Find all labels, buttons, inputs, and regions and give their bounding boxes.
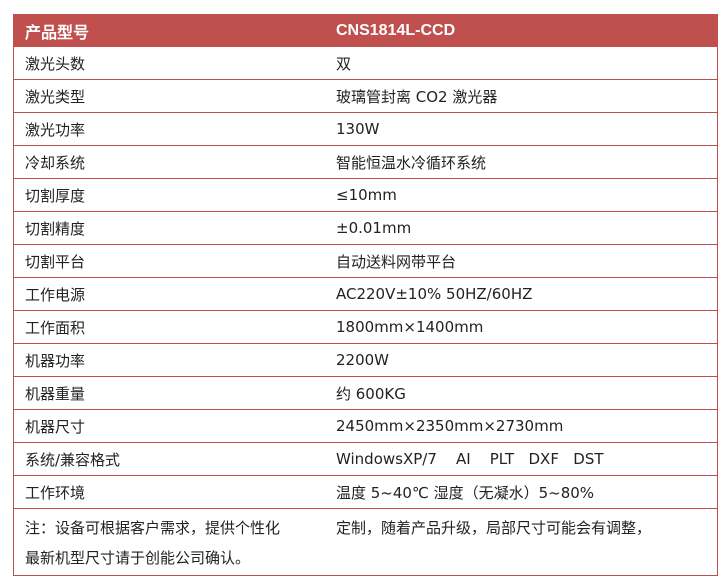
spec-value: 温度 5~40℃ 湿度（无凝水）5~80% bbox=[325, 475, 718, 509]
spec-label: 切割平台 bbox=[13, 244, 325, 278]
table-row: 激光类型 玻璃管封离 CO2 激光器 bbox=[13, 79, 718, 113]
table-row: 机器重量约 600KG bbox=[13, 376, 718, 410]
table-row: 切割厚度 ≤10mm bbox=[13, 178, 718, 212]
table-row: 机器功率 2200W bbox=[13, 343, 718, 377]
note-cell: 注：设备可根据客户需求，提供个性化 定制，随着产品升级，局部尺寸可能会有调整， 最… bbox=[14, 509, 718, 576]
table-row: 激光功率 130W bbox=[13, 112, 718, 146]
spec-label: 机器功率 bbox=[13, 343, 325, 377]
spec-value: 2450mm×2350mm×2730mm bbox=[325, 409, 718, 443]
spec-value: ±0.01mm bbox=[325, 211, 718, 245]
note-row: 注：设备可根据客户需求，提供个性化 定制，随着产品升级，局部尺寸可能会有调整， 最… bbox=[14, 509, 718, 576]
spec-label: 切割精度 bbox=[13, 211, 325, 245]
spec-value: AC220V±10% 50HZ/60HZ bbox=[325, 277, 718, 311]
spec-value: 1800mm×1400mm bbox=[325, 310, 718, 344]
spec-value: 自动送料网带平台 bbox=[325, 244, 718, 278]
spec-label: 机器重量 bbox=[13, 376, 325, 410]
spec-value: 玻璃管封离 CO2 激光器 bbox=[325, 79, 718, 113]
table-row: 冷却系统 智能恒温水冷循环系统 bbox=[13, 145, 718, 179]
spec-value: 智能恒温水冷循环系统 bbox=[325, 145, 718, 179]
spec-label: 工作环境 bbox=[13, 475, 325, 509]
header-model: CNS1814L-CCD bbox=[325, 14, 718, 47]
spec-label: 激光类型 bbox=[13, 79, 325, 113]
spec-value: 双 bbox=[325, 46, 718, 80]
spec-label: 工作面积 bbox=[13, 310, 325, 344]
spec-value: WindowsXP/7 AI PLT DXF DST bbox=[325, 442, 718, 476]
table-row: 系统/兼容格式 WindowsXP/7 AI PLT DXF DST bbox=[13, 442, 718, 476]
spec-value: 2200W bbox=[325, 343, 718, 377]
table-row: 机器尺寸 2450mm×2350mm×2730mm bbox=[13, 409, 718, 443]
table-row: 激光头数双 bbox=[13, 46, 718, 80]
spec-label: 工作电源 bbox=[13, 277, 325, 311]
note-line1-left: 注：设备可根据客户需求，提供个性化 bbox=[25, 519, 281, 537]
spec-label: 切割厚度 bbox=[13, 178, 325, 212]
spec-label: 激光头数 bbox=[13, 46, 325, 80]
spec-label: 激光功率 bbox=[13, 112, 325, 146]
spec-label: 机器尺寸 bbox=[13, 409, 325, 443]
header-label: 产品型号 bbox=[13, 14, 325, 47]
spec-value: 约 600KG bbox=[325, 376, 718, 410]
spec-table: 产品型号 CNS1814L-CCD 激光头数双激光类型 玻璃管封离 CO2 激光器… bbox=[13, 14, 718, 576]
table-row: 工作环境 温度 5~40℃ 湿度（无凝水）5~80% bbox=[13, 475, 718, 509]
spec-value: 130W bbox=[325, 112, 718, 146]
note-line1-right: 定制，随着产品升级，局部尺寸可能会有调整， bbox=[336, 519, 652, 537]
table-row: 工作面积 1800mm×1400mm bbox=[13, 310, 718, 344]
table-header-row: 产品型号 CNS1814L-CCD bbox=[13, 14, 718, 47]
spec-label: 系统/兼容格式 bbox=[13, 442, 325, 476]
table-row: 切割平台 自动送料网带平台 bbox=[13, 244, 718, 278]
spec-label: 冷却系统 bbox=[13, 145, 325, 179]
spec-value: ≤10mm bbox=[325, 178, 718, 212]
table-row: 工作电源 AC220V±10% 50HZ/60HZ bbox=[13, 277, 718, 311]
note-line2: 最新机型尺寸请于创能公司确认。 bbox=[25, 549, 251, 567]
table-row: 切割精度 ±0.01mm bbox=[13, 211, 718, 245]
